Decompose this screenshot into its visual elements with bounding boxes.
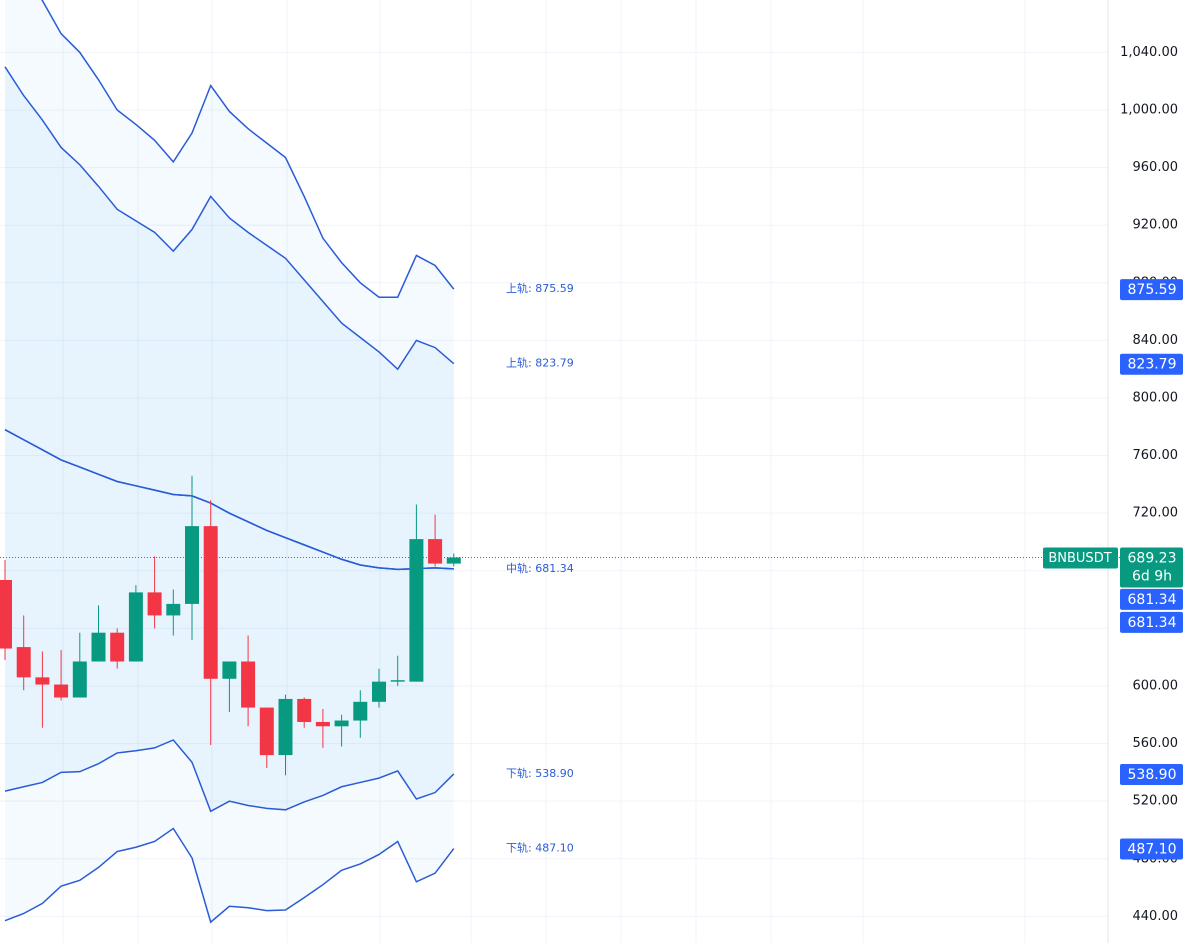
y-axis: 440.00480.00520.00560.00600.00640.00680.… — [1107, 0, 1179, 943]
candle-body — [185, 526, 199, 604]
band-line — [4, 66, 455, 371]
y-tick-label: 440.00 — [1133, 909, 1179, 924]
y-tick-label: 920.00 — [1133, 218, 1179, 233]
y-tick-label: 520.00 — [1133, 794, 1179, 809]
band-label: 上轨: 823.79 — [506, 356, 574, 370]
candle-body — [128, 592, 143, 662]
candle-body — [446, 557, 461, 564]
band-label: 下轨: 538.90 — [506, 766, 574, 780]
band-line — [4, 827, 455, 924]
price-tag-bg — [1120, 611, 1183, 633]
candle-body — [16, 647, 31, 678]
candle-body — [203, 526, 218, 679]
candle-body — [372, 681, 386, 702]
price-tag: 875.59 — [1128, 282, 1177, 298]
candle-body — [278, 698, 293, 756]
candle-body — [241, 661, 256, 708]
band-line — [4, 739, 455, 813]
price-tag-bg — [1120, 547, 1183, 588]
price-tags: 875.59 823.79 681.34 681.34 538.90 487.10 BNBU… — [1043, 279, 1183, 860]
candle-body — [222, 661, 237, 679]
candle-body — [315, 721, 330, 727]
candles — [0, 475, 461, 776]
price-tag: 681.34 — [1128, 615, 1177, 631]
band-fill — [5, 66, 454, 812]
y-tick-label: 720.00 — [1133, 506, 1179, 521]
price-tag: 538.90 — [1128, 767, 1177, 783]
price-tag: 487.10 — [1128, 842, 1177, 858]
y-tick-label: 1,000.00 — [1120, 103, 1178, 118]
candle-body — [91, 632, 106, 662]
band-fill — [5, 0, 454, 923]
candle-body — [166, 603, 181, 616]
candle-body — [334, 720, 349, 727]
band-line — [41, 0, 455, 298]
y-tick-label: 800.00 — [1133, 390, 1179, 405]
y-tick-label: 840.00 — [1133, 333, 1179, 348]
y-tick-label: 600.00 — [1133, 678, 1179, 693]
price-tag-bg — [1120, 838, 1183, 860]
y-tick-label: 960.00 — [1133, 160, 1179, 175]
band-label: 下轨: 487.10 — [506, 841, 574, 855]
last-price: 689.23 — [1128, 550, 1177, 566]
candle-body — [72, 661, 87, 698]
band-label: 上轨: 875.59 — [506, 281, 574, 295]
candle-body — [390, 680, 405, 682]
y-tick-label: 560.00 — [1133, 736, 1179, 751]
price-tag-bg — [1120, 763, 1183, 785]
bands: 上轨: 875.59 上轨: 823.79 中轨: 681.34 下轨: 538.90… — [4, 0, 574, 924]
candle-body — [428, 539, 443, 564]
grid — [0, 0, 1120, 943]
band-line — [4, 429, 454, 571]
candle-body — [259, 707, 274, 756]
symbol-tag-bg — [1043, 547, 1118, 569]
candle-body — [54, 684, 69, 698]
y-tick-label: 760.00 — [1133, 448, 1179, 463]
price-tag: 681.34 — [1128, 592, 1177, 608]
candle-body — [0, 579, 12, 649]
symbol-tag: BNBUSDT — [1048, 551, 1111, 566]
candle-body — [110, 632, 125, 662]
candle-body — [409, 539, 424, 682]
price-tag-bg — [1120, 588, 1183, 610]
price-tag: 823.79 — [1128, 357, 1177, 373]
y-tick-label: 1,040.00 — [1120, 45, 1178, 60]
price-tag-bg — [1120, 353, 1183, 375]
band-label: 中轨: 681.34 — [506, 561, 574, 575]
candle-body — [297, 698, 312, 722]
candle-body — [147, 592, 162, 616]
candle-body — [35, 677, 50, 685]
countdown: 6d 9h — [1132, 568, 1172, 584]
candle-body — [353, 701, 368, 721]
price-tag-bg — [1120, 279, 1183, 301]
